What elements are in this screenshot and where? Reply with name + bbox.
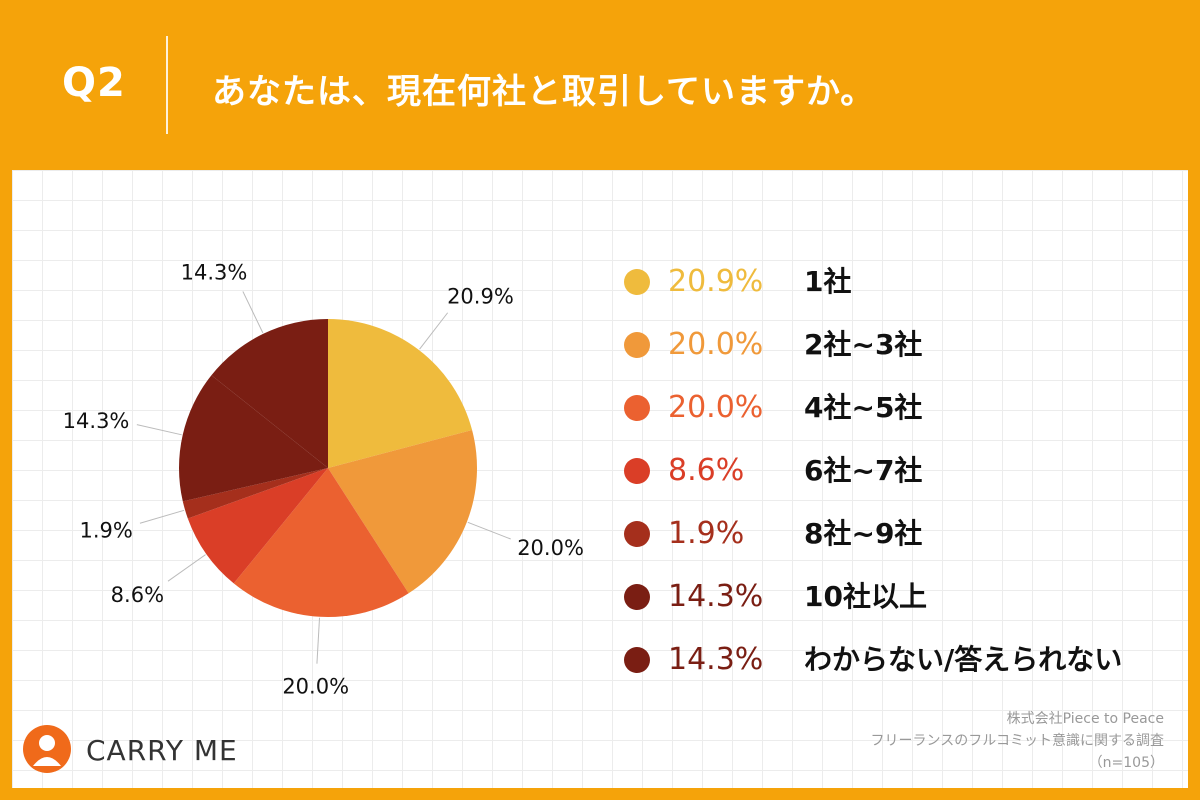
legend-percent: 14.3% (668, 579, 764, 614)
pie-slice-3 (233, 468, 409, 617)
legend-item-5: 1.9% 8社~9社 (624, 517, 1184, 580)
legend-category: 2社~3社 (804, 328, 923, 361)
pie-data-label-6: 14.3% (63, 409, 130, 433)
question-number: Q2 (62, 60, 126, 106)
question-text: あなたは、現在何社と取引していますか。 (212, 72, 876, 112)
pie-slice-2 (328, 430, 477, 594)
source-note: 株式会社Piece to Peace フリーランスのフルコミット意識に関する調査… (871, 708, 1164, 774)
legend-swatch (624, 521, 650, 547)
pie-slice-7 (211, 319, 328, 468)
legend-item-1: 20.9% 1社 (624, 265, 1184, 328)
legend-category: 8社~9社 (804, 517, 923, 550)
pie-leader-line-2 (467, 521, 511, 540)
legend-category: 6社~7社 (804, 454, 923, 487)
logo-text: CARRY ME (86, 734, 238, 767)
legend-item-4: 8.6% 6社~7社 (624, 454, 1184, 517)
legend-swatch (624, 332, 650, 358)
legend: 20.9% 1社 20.0% 2社~3社 20.0% 4社~5社 8.6% 6社~7社 1.9%… (624, 265, 1184, 706)
pie-leader-line-4 (167, 554, 206, 582)
pie-data-label-1: 20.9% (447, 284, 514, 308)
header-divider (166, 36, 168, 134)
legend-category: 10社以上 (804, 580, 927, 613)
pie-chart: 20.9% 20.0% 20.0% 8.6% 1.9% 14.3% 14.3% (63, 261, 584, 699)
legend-percent: 20.9% (668, 264, 764, 299)
header: Q2 あなたは、現在何社と取引していますか。 (0, 0, 1200, 170)
legend-swatch (624, 458, 650, 484)
source-company: 株式会社Piece to Peace (1006, 711, 1164, 727)
pie-data-label-7: 14.3% (181, 261, 248, 285)
legend-percent: 1.9% (668, 516, 745, 551)
pie-data-label-2: 20.0% (517, 536, 584, 560)
pie-slice-1 (328, 319, 473, 468)
pie-leader-line-5 (139, 509, 185, 524)
source-survey: フリーランスのフルコミット意識に関する調査 (870, 733, 1164, 749)
legend-swatch (624, 647, 650, 673)
pie-data-label-4: 8.6% (111, 583, 164, 607)
legend-swatch (624, 269, 650, 295)
source-sample: （n=105） (1088, 755, 1164, 771)
legend-percent: 14.3% (668, 642, 764, 677)
legend-category: わからない/答えられない (804, 643, 1123, 676)
legend-swatch (624, 584, 650, 610)
legend-swatch (624, 395, 650, 421)
legend-item-6: 14.3% 10社以上 (624, 580, 1184, 643)
chart-panel: 20.9% 20.0% 20.0% 8.6% 1.9% 14.3% 14.3% 20.9% 1… (12, 170, 1188, 788)
pie-slice-5 (182, 468, 328, 519)
pie-leader-line-1 (419, 312, 449, 350)
pie-slice-6 (179, 375, 328, 502)
legend-percent: 20.0% (668, 327, 764, 362)
legend-item-3: 20.0% 4社~5社 (624, 391, 1184, 454)
pie-leader-line-7 (242, 291, 264, 334)
legend-percent: 20.0% (668, 390, 764, 425)
pie-data-label-3: 20.0% (282, 675, 349, 699)
pie-leader-line-6 (136, 424, 182, 436)
legend-percent: 8.6% (668, 453, 745, 488)
pie-slice-4 (187, 468, 328, 584)
legend-category: 1社 (804, 265, 852, 298)
legend-item-2: 20.0% 2社~3社 (624, 328, 1184, 391)
legend-category: 4社~5社 (804, 391, 923, 424)
person-circle-icon (23, 725, 71, 773)
pie-leader-line-3 (316, 617, 321, 664)
legend-item-7: 14.3% わからない/答えられない (624, 643, 1184, 706)
pie-data-label-5: 1.9% (79, 518, 132, 542)
